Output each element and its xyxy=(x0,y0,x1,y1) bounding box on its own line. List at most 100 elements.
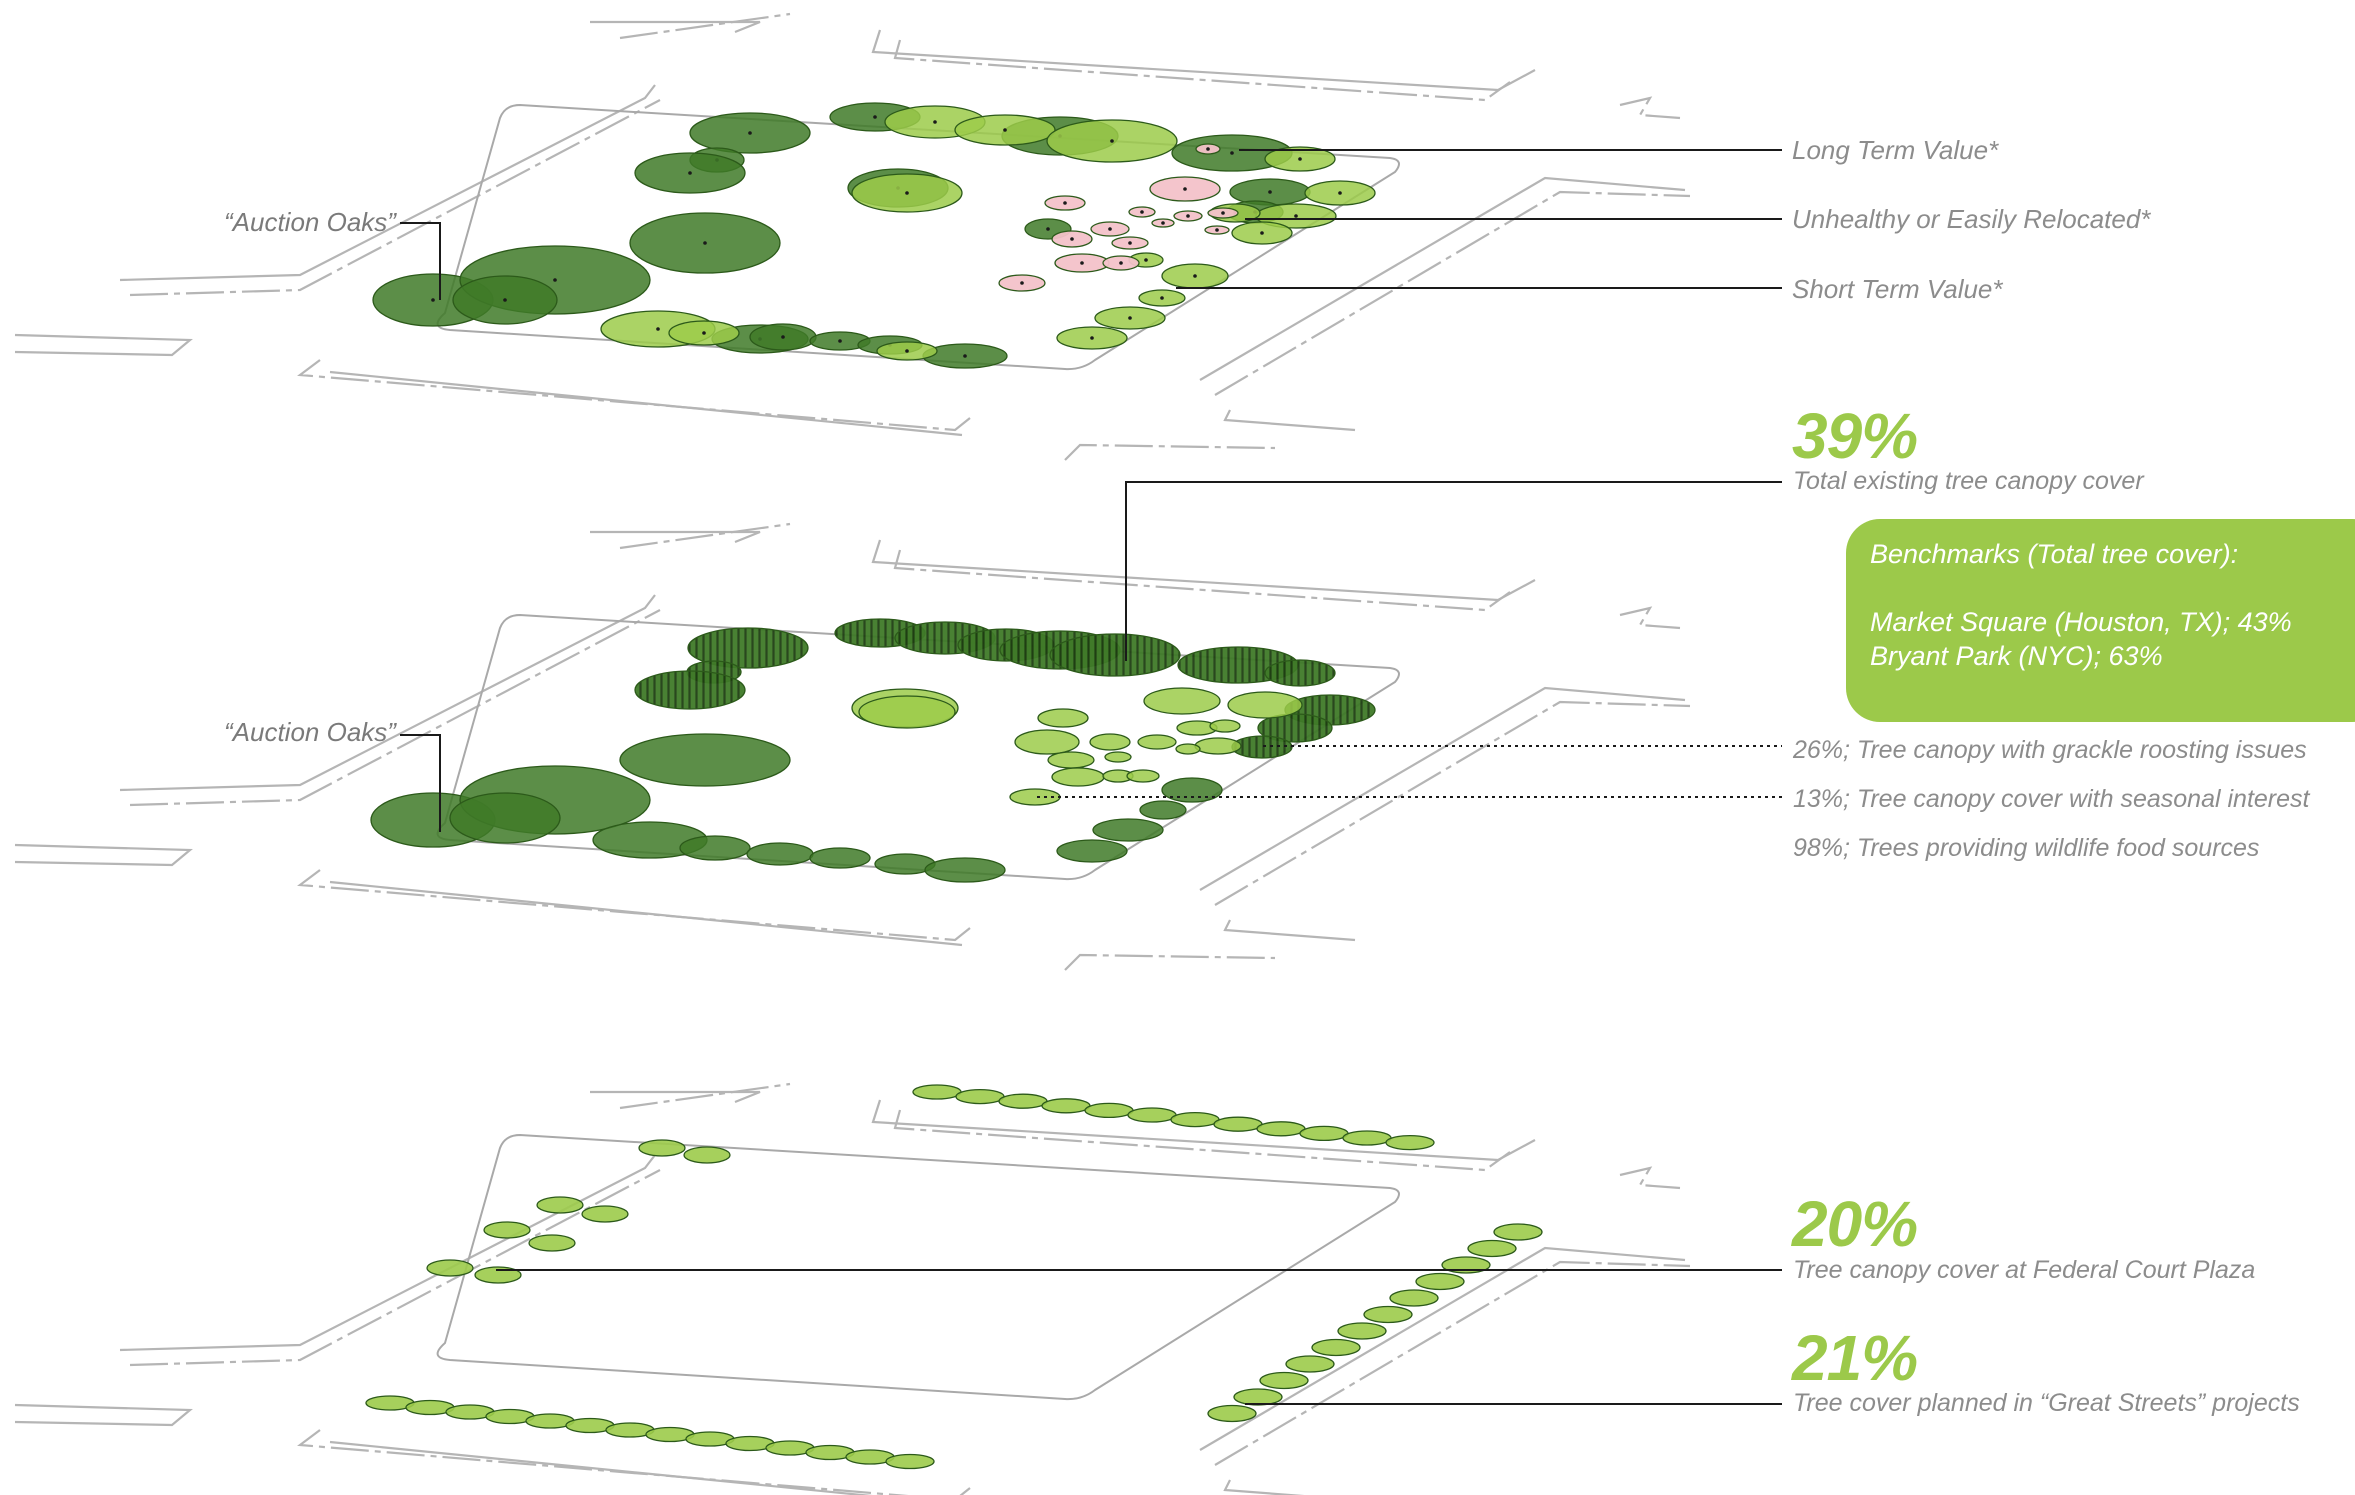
street-line xyxy=(129,99,661,297)
street-line xyxy=(590,1090,761,1104)
tree-canopy-ellipse xyxy=(1385,1134,1435,1151)
tree-canopy-ellipse xyxy=(1285,1355,1335,1373)
tree-canopy xyxy=(1102,255,1140,271)
plaza-outlines xyxy=(436,103,1400,1401)
auction-oaks-label-2: “Auction Oaks” xyxy=(224,717,396,747)
tree-canopy-ellipse xyxy=(1127,1107,1177,1123)
tree-canopy xyxy=(452,275,558,325)
tree-canopy xyxy=(679,835,751,861)
tree-canopy-ellipse xyxy=(1209,719,1241,733)
tree-canopy xyxy=(1389,1289,1439,1307)
tree-canopy xyxy=(1342,1130,1392,1146)
tree-trunk-dot xyxy=(838,339,842,343)
tree-canopy xyxy=(687,627,809,669)
tree-canopy-ellipse xyxy=(683,1146,731,1164)
tree-trunk-dot xyxy=(1128,316,1132,320)
tree-canopy xyxy=(1493,1223,1543,1241)
tree-canopy-ellipse xyxy=(1256,1121,1306,1137)
tree-trunk-dot xyxy=(905,349,909,353)
tree-canopy xyxy=(1213,1116,1263,1132)
tree-canopy xyxy=(1056,326,1128,350)
tree-canopy xyxy=(1385,1134,1435,1151)
tree-canopy-ellipse xyxy=(1041,1098,1091,1114)
tree-trunk-dot xyxy=(905,191,909,195)
tree-canopy xyxy=(668,320,740,346)
tree-canopy xyxy=(922,343,1008,369)
tree-trunk-dot xyxy=(1110,139,1114,143)
tree-trunk-dot xyxy=(873,115,877,119)
tree-canopy xyxy=(1149,176,1221,202)
street-line xyxy=(1064,443,1276,461)
tree-trunk-dot xyxy=(1080,261,1084,265)
tree-canopy-ellipse xyxy=(1047,751,1095,769)
tree-canopy xyxy=(1138,289,1186,307)
tree-trunk-dot xyxy=(1070,237,1074,241)
tree-trunk-dot xyxy=(1215,228,1219,232)
tree-canopy xyxy=(851,173,963,213)
tree-canopy xyxy=(1044,195,1086,211)
tree-trunk-dot xyxy=(1063,201,1067,205)
tree-canopy xyxy=(885,1453,935,1470)
great-streets-percent: 21% xyxy=(1792,1322,1918,1394)
tree-canopy xyxy=(528,1234,576,1252)
street-line xyxy=(619,522,791,550)
tree-canopy-ellipse xyxy=(634,670,746,710)
tree-trunk-dot xyxy=(1206,147,1210,151)
tree-canopy xyxy=(619,733,791,787)
tree-trunk-dot xyxy=(1140,210,1144,214)
long-term-value-label: Long Term Value* xyxy=(1792,135,1999,165)
tree-canopy xyxy=(1128,206,1156,218)
street-line xyxy=(1223,409,1356,432)
leader-total-canopy xyxy=(1125,481,1782,661)
tree-canopy-ellipse xyxy=(885,1453,935,1470)
tree-canopy xyxy=(1337,1322,1387,1340)
tree-canopy-ellipse xyxy=(1467,1239,1517,1258)
street-line xyxy=(1619,606,1681,630)
tree-canopy xyxy=(1233,1388,1283,1406)
tree-trunk-dot xyxy=(1294,214,1298,218)
tree-canopy xyxy=(1037,708,1089,728)
tree-trunk-dot xyxy=(1260,231,1264,235)
tree-trunk-dot xyxy=(1119,261,1123,265)
tree-canopy xyxy=(683,1146,731,1164)
street-outlines xyxy=(14,12,1691,1495)
grackle-stat: 26%; Tree canopy with grackle roosting i… xyxy=(1793,736,2307,764)
street-line xyxy=(1223,919,1356,942)
tree-trunk-dot xyxy=(1338,191,1342,195)
tree-canopy xyxy=(1161,263,1229,289)
street-line xyxy=(1199,686,1686,891)
street-line xyxy=(871,539,1536,602)
tree-canopy xyxy=(1194,737,1242,755)
tree-canopy-ellipse xyxy=(1014,729,1080,755)
tree-trunk-dot xyxy=(1193,274,1197,278)
tree-canopy xyxy=(1256,1121,1306,1137)
great-streets-label: Tree cover planned in “Great Streets” pr… xyxy=(1793,1389,2300,1417)
benchmarks-box: Benchmarks (Total tree cover): Market Sq… xyxy=(1846,519,2355,722)
benchmarks-title: Benchmarks (Total tree cover): xyxy=(1870,539,2239,569)
tree-canopy xyxy=(1092,818,1164,842)
tree-canopy xyxy=(1127,1107,1177,1123)
street-layer-2 xyxy=(14,522,1691,971)
tree-trunk-dot xyxy=(553,278,557,282)
tree-canopy xyxy=(998,274,1046,292)
tree-canopy-ellipse xyxy=(1342,1130,1392,1146)
tree-canopy xyxy=(536,1196,584,1214)
tree-canopy xyxy=(955,1088,1005,1105)
tree-canopy-ellipse xyxy=(998,1093,1048,1109)
street-line xyxy=(1064,953,1276,971)
tree-canopy xyxy=(1195,143,1221,155)
tree-canopy-ellipse xyxy=(746,842,814,866)
tree-canopy xyxy=(1049,633,1181,677)
leader-lines xyxy=(400,149,1782,1405)
street-line xyxy=(329,880,963,947)
street-line xyxy=(1214,1260,1691,1466)
tree-canopy xyxy=(638,1139,686,1157)
tree-canopy xyxy=(1229,178,1311,206)
tree-canopy xyxy=(1311,1338,1361,1357)
tree-canopy-ellipse xyxy=(638,1139,686,1157)
tree-trunk-dot xyxy=(1144,258,1148,262)
federal-plaza-label: Tree canopy cover at Federal Court Plaza xyxy=(1793,1256,2256,1284)
tree-canopy xyxy=(998,1093,1048,1109)
tree-canopy-ellipse xyxy=(1299,1125,1349,1142)
